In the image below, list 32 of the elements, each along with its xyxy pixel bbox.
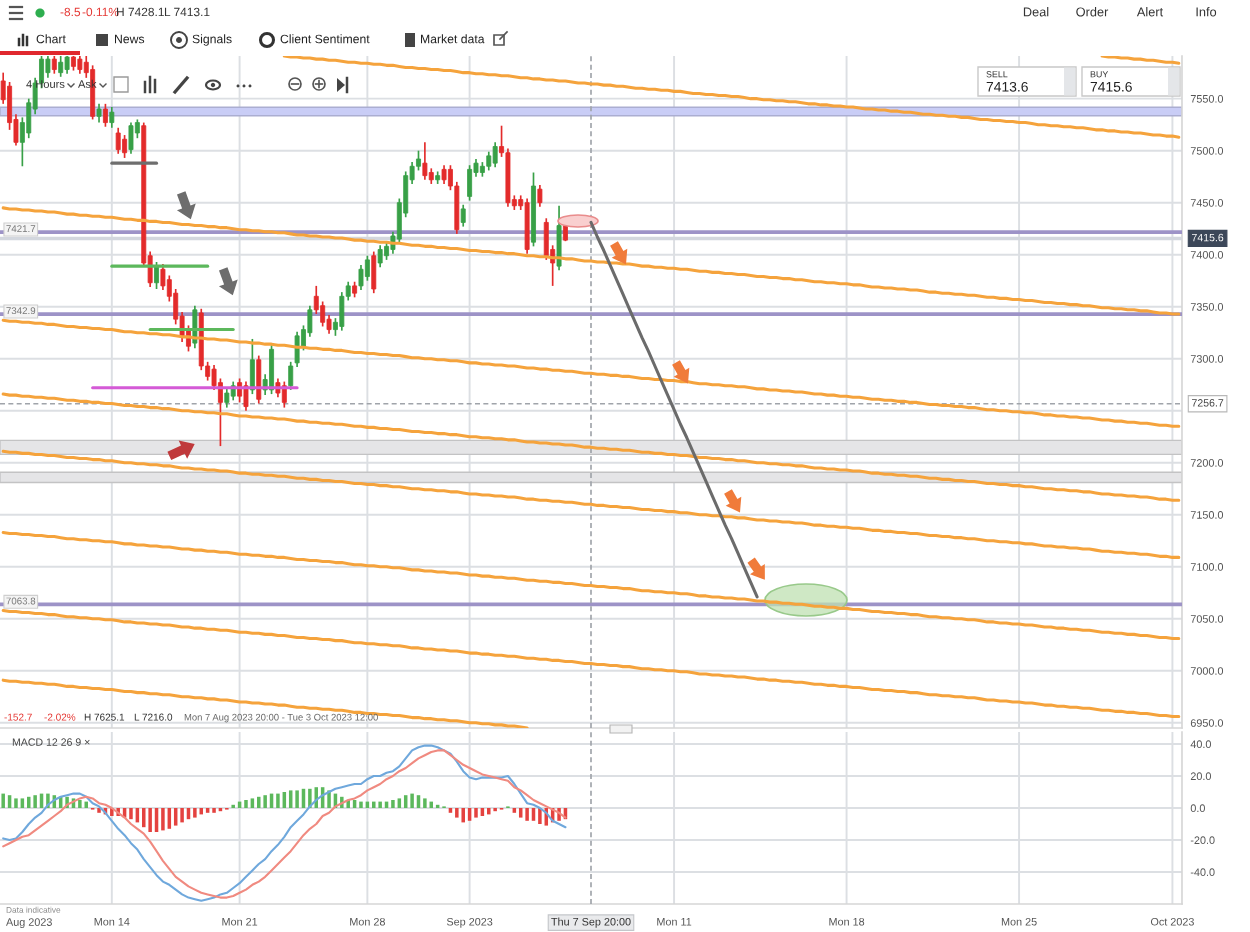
line-series (1, 392, 1181, 502)
candlestick (45, 56, 51, 79)
candlestick (243, 380, 249, 412)
candlestick (486, 150, 492, 172)
candlestick (102, 103, 108, 128)
line-series (282, 56, 1181, 139)
line-series (1, 678, 529, 728)
candlestick (422, 141, 428, 181)
candlestick (460, 203, 466, 228)
line-series (1, 449, 1181, 559)
candlestick (492, 141, 498, 169)
candlestick (467, 164, 473, 202)
candlestick (364, 254, 370, 282)
candlestick (269, 344, 275, 395)
candlestick (537, 184, 543, 208)
line-series (1, 206, 1181, 316)
candlestick (128, 121, 134, 155)
candlestick (115, 126, 121, 155)
candlestick (358, 264, 364, 291)
candlestick (556, 204, 562, 272)
candlestick (524, 197, 530, 255)
candlestick (224, 387, 230, 409)
candlestick (109, 106, 115, 129)
candlestick (58, 56, 64, 78)
line-series (1, 530, 1181, 641)
candlestick (122, 134, 128, 159)
candlestick (96, 103, 102, 124)
candlestick (377, 244, 383, 269)
candlestick (371, 250, 377, 295)
candlestick (256, 354, 262, 405)
candlestick (441, 164, 447, 185)
candlestick (249, 338, 255, 395)
